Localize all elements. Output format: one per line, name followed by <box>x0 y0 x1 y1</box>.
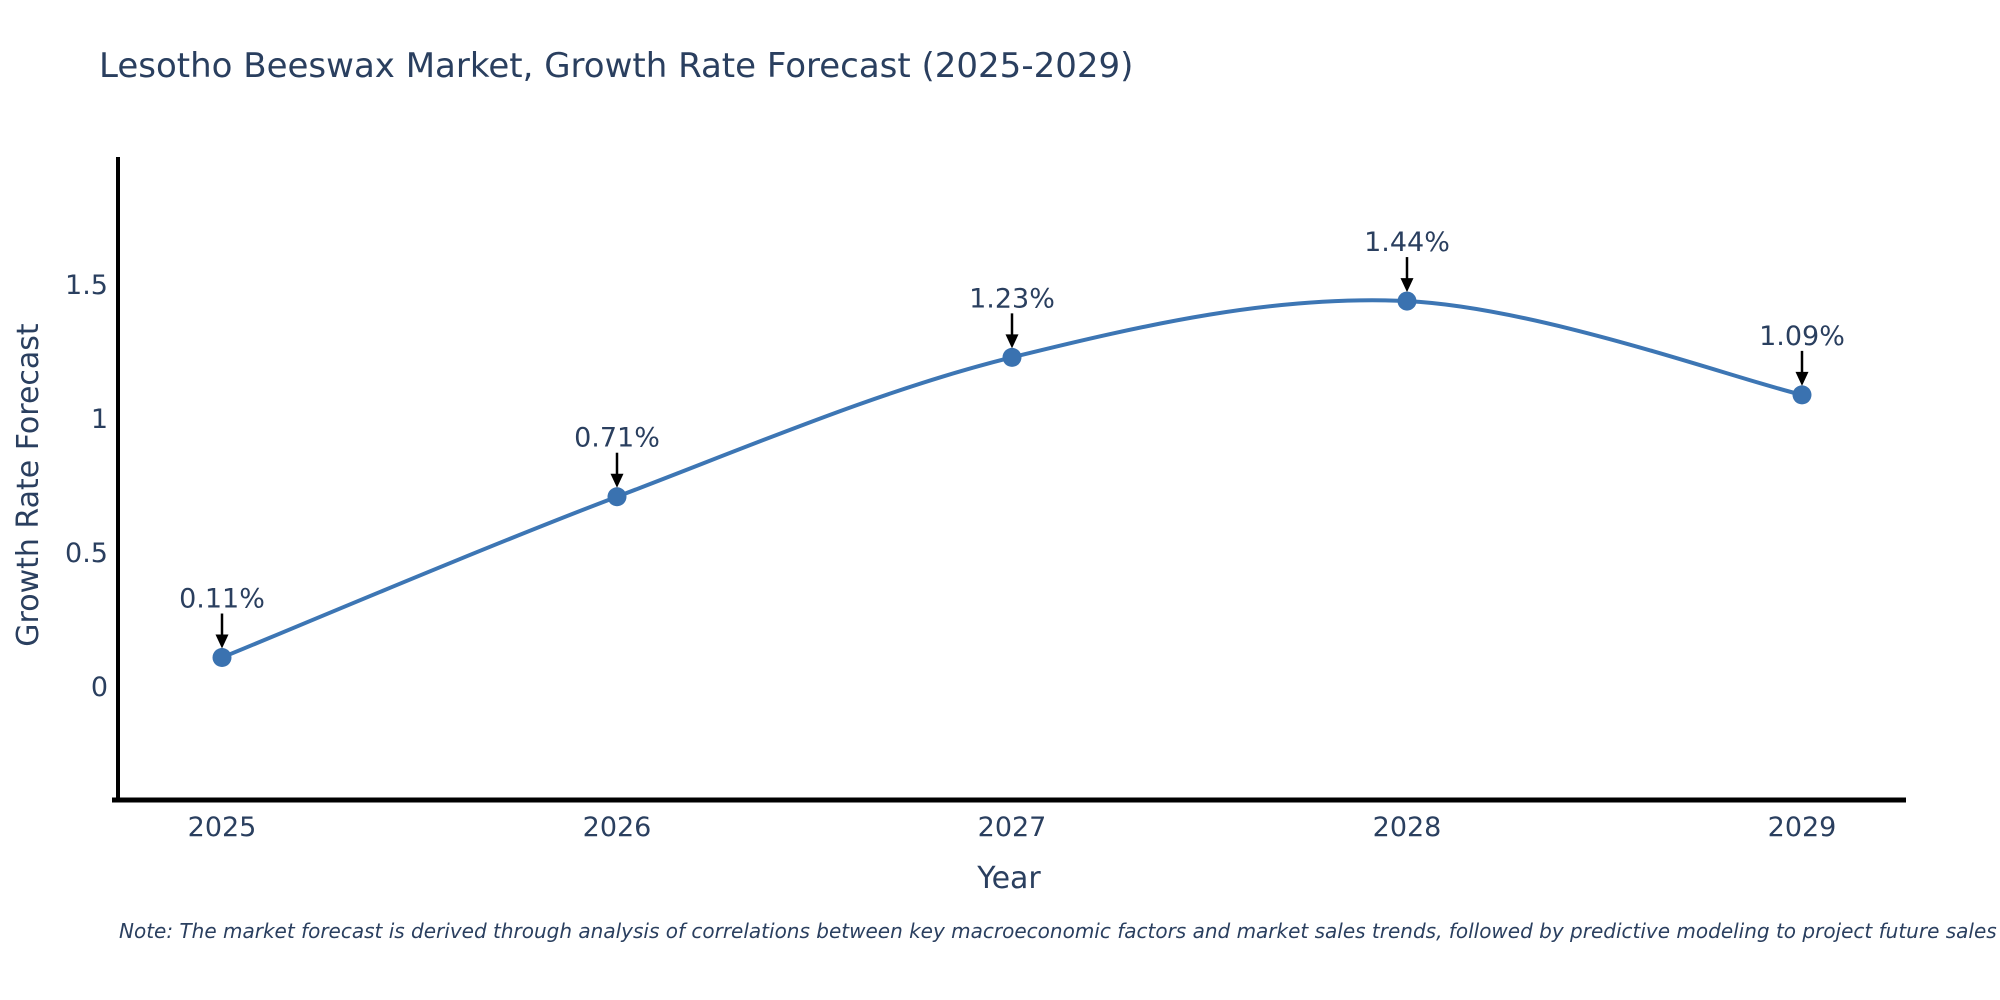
annotation-arrowhead-icon <box>1795 371 1809 386</box>
data-point-marker[interactable] <box>1397 291 1417 311</box>
data-points <box>212 291 1812 668</box>
y-tick-label: 1 <box>91 404 108 435</box>
footnote: Note: The market forecast is derived thr… <box>119 919 1997 943</box>
x-tick-labels: 2025 2026 2027 2028 2029 <box>188 812 1837 843</box>
y-axis-title: Growth Rate Forecast <box>11 323 46 647</box>
data-point-marker[interactable] <box>607 487 627 507</box>
point-annotations: 0.11% 0.71% 1.23% 1.44% 1.09% <box>179 227 1845 649</box>
annotation-label: 1.23% <box>969 283 1055 314</box>
data-point-marker[interactable] <box>212 648 232 668</box>
annotation-label: 0.11% <box>179 584 265 615</box>
x-axis-title: Year <box>976 861 1041 896</box>
annotation-label: 1.09% <box>1759 321 1845 352</box>
x-tick-label: 2025 <box>188 812 257 843</box>
annotation-arrowhead-icon <box>1005 334 1019 349</box>
point-annotation: 1.23% <box>969 283 1055 349</box>
annotation-label: 1.44% <box>1364 227 1450 258</box>
data-point-marker[interactable] <box>1002 347 1022 367</box>
x-tick-label: 2028 <box>1373 812 1442 843</box>
annotation-arrowhead-icon <box>1400 278 1414 293</box>
x-tick-label: 2029 <box>1768 812 1837 843</box>
point-annotation: 1.44% <box>1364 227 1450 293</box>
point-annotation: 0.71% <box>574 423 660 488</box>
annotation-arrowhead-icon <box>610 473 624 488</box>
y-tick-label: 0.5 <box>65 538 108 569</box>
chart-title: Lesotho Beeswax Market, Growth Rate Fore… <box>99 46 1134 86</box>
annotation-arrowhead-icon <box>215 634 229 649</box>
x-tick-label: 2026 <box>583 812 652 843</box>
data-point-marker[interactable] <box>1792 385 1812 405</box>
y-tick-label: 0 <box>91 672 108 703</box>
y-tick-label: 1.5 <box>65 270 108 301</box>
point-annotation: 1.09% <box>1759 321 1845 386</box>
x-tick-label: 2027 <box>978 812 1047 843</box>
annotation-label: 0.71% <box>574 423 660 454</box>
y-tick-labels: 0 0.5 1 1.5 <box>65 270 108 703</box>
point-annotation: 0.11% <box>179 584 265 649</box>
